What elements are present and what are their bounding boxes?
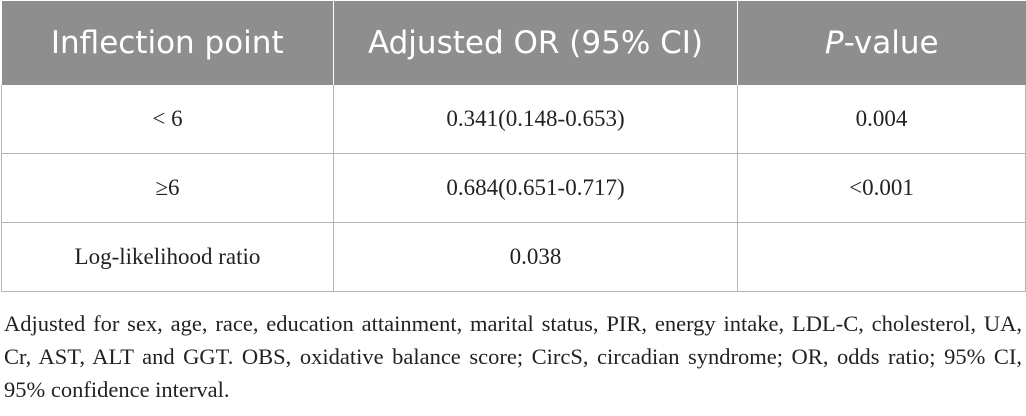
cell-or-lt6: 0.341(0.148-0.653) bbox=[333, 85, 738, 154]
table-row: < 6 0.341(0.148-0.653) 0.004 bbox=[1, 85, 1026, 154]
header-p-value-italic: P bbox=[824, 25, 844, 61]
table-header: Inflection point Adjusted OR (95% CI) P-… bbox=[1, 1, 1026, 85]
cell-p-ge6: <0.001 bbox=[737, 153, 1026, 223]
cell-inflection-lt6: < 6 bbox=[1, 85, 334, 154]
header-row: Inflection point Adjusted OR (95% CI) P-… bbox=[1, 1, 1026, 85]
header-adjusted-or: Adjusted OR (95% CI) bbox=[333, 1, 738, 85]
cell-inflection-ge6: ≥6 bbox=[1, 153, 334, 223]
header-inflection-point: Inflection point bbox=[1, 1, 334, 85]
results-table-container: Inflection point Adjusted OR (95% CI) P-… bbox=[1, 1, 1026, 292]
header-inflection-point-label: Inflection point bbox=[50, 25, 284, 61]
results-table: Inflection point Adjusted OR (95% CI) P-… bbox=[1, 1, 1026, 292]
table-body: < 6 0.341(0.148-0.653) 0.004 ≥6 0.684(0.… bbox=[1, 85, 1026, 292]
table-row: Log-likelihood ratio 0.038 bbox=[1, 222, 1026, 292]
cell-log-likelihood-value: 0.038 bbox=[333, 222, 738, 292]
header-adjusted-or-label: Adjusted OR (95% CI) bbox=[367, 25, 704, 61]
cell-p-lt6: 0.004 bbox=[737, 85, 1026, 154]
table-row: ≥6 0.684(0.651-0.717) <0.001 bbox=[1, 153, 1026, 223]
cell-log-likelihood-empty bbox=[737, 222, 1026, 292]
header-p-value-label: -value bbox=[843, 25, 939, 61]
cell-or-ge6: 0.684(0.651-0.717) bbox=[333, 153, 738, 223]
table-footnote: Adjusted for sex, age, race, education a… bbox=[4, 311, 1022, 402]
header-p-value: P-value bbox=[737, 1, 1026, 85]
cell-log-likelihood-label: Log-likelihood ratio bbox=[1, 222, 334, 292]
